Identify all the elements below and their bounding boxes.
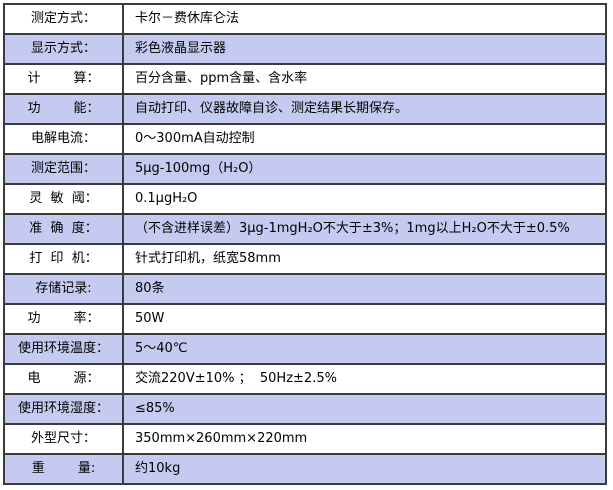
spec-value: 卡尔－费休库仑法 bbox=[135, 11, 240, 26]
spec-label: 电 源： bbox=[5, 365, 124, 393]
table-row-dimensions: 外型尺寸： 350mm×260mm×220mm bbox=[5, 425, 605, 455]
spec-value: 0.1μgH₂O bbox=[135, 191, 198, 206]
spec-label: 测定方式： bbox=[5, 5, 124, 33]
spec-value: 针式打印机，纸宽58mm bbox=[135, 251, 281, 266]
spec-value: 交流220V±10% ； 50Hz±2.5% bbox=[135, 371, 337, 386]
table-row-measurement-range: 测定范围： 5μg-100mg（H₂O） bbox=[5, 155, 605, 185]
spec-label: 功 能： bbox=[5, 95, 124, 123]
spec-value: 5μg-100mg（H₂O） bbox=[135, 161, 262, 176]
spec-label: 重 量: bbox=[5, 455, 124, 483]
spec-value: （不含进样误差）3μg-1mgH₂O不大于±3%；1mg以上H₂O不大于±0.5… bbox=[135, 221, 570, 236]
table-row-sensitivity-threshold: 灵 敏 阈： 0.1μgH₂O bbox=[5, 185, 605, 215]
spec-label: 打 印 机： bbox=[5, 245, 124, 273]
table-row-storage-records: 存储记录: 80条 bbox=[5, 275, 605, 305]
table-row-power-supply: 电 源： 交流220V±10% ； 50Hz±2.5% bbox=[5, 365, 605, 395]
spec-label: 功 率： bbox=[5, 305, 124, 333]
table-row-functions: 功 能： 自动打印、仪器故障自诊、测定结果长期保存。 bbox=[5, 95, 605, 125]
spec-value: 自动打印、仪器故障自诊、测定结果长期保存。 bbox=[135, 101, 409, 116]
spec-label: 使用环境温度： bbox=[5, 335, 124, 363]
spec-value: 约10kg bbox=[135, 461, 181, 476]
spec-value: 百分含量、ppm含量、含水率 bbox=[135, 71, 308, 86]
spec-value: 80条 bbox=[135, 281, 165, 296]
spec-label: 测定范围： bbox=[5, 155, 124, 183]
spec-value: 350mm×260mm×220mm bbox=[135, 431, 308, 446]
table-row-operating-temperature: 使用环境温度： 5～40℃ bbox=[5, 335, 605, 365]
spec-label: 电解电流： bbox=[5, 125, 124, 153]
spec-value: 5～40℃ bbox=[135, 341, 188, 356]
spec-label: 外型尺寸： bbox=[5, 425, 124, 453]
table-row-printer: 打 印 机： 针式打印机，纸宽58mm bbox=[5, 245, 605, 275]
spec-label: 灵 敏 阈： bbox=[5, 185, 124, 213]
table-row-weight: 重 量: 约10kg bbox=[5, 455, 605, 483]
table-row-power: 功 率： 50W bbox=[5, 305, 605, 335]
spec-value: 50W bbox=[135, 311, 165, 326]
table-row-display-method: 显示方式： 彩色液晶显示器 bbox=[5, 35, 605, 65]
spec-label: 存储记录: bbox=[5, 275, 124, 303]
spec-label: 计 算： bbox=[5, 65, 124, 93]
spec-label: 显示方式： bbox=[5, 35, 124, 63]
spec-label: 准 确 度： bbox=[5, 215, 124, 243]
table-row-calculation: 计 算： 百分含量、ppm含量、含水率 bbox=[5, 65, 605, 95]
table-row-accuracy: 准 确 度： （不含进样误差）3μg-1mgH₂O不大于±3%；1mg以上H₂O… bbox=[5, 215, 605, 245]
specification-table: 测定方式： 卡尔－费休库仑法 显示方式： 彩色液晶显示器 计 算： 百分含量、p… bbox=[3, 3, 607, 485]
spec-value: ≤85% bbox=[135, 401, 175, 416]
table-row-measurement-method: 测定方式： 卡尔－费休库仑法 bbox=[5, 5, 605, 35]
spec-value: 彩色液晶显示器 bbox=[135, 41, 227, 56]
spec-value: 0～300mA自动控制 bbox=[135, 131, 255, 146]
table-row-electrolysis-current: 电解电流： 0～300mA自动控制 bbox=[5, 125, 605, 155]
table-row-operating-humidity: 使用环境湿度： ≤85% bbox=[5, 395, 605, 425]
spec-label: 使用环境湿度： bbox=[5, 395, 124, 423]
